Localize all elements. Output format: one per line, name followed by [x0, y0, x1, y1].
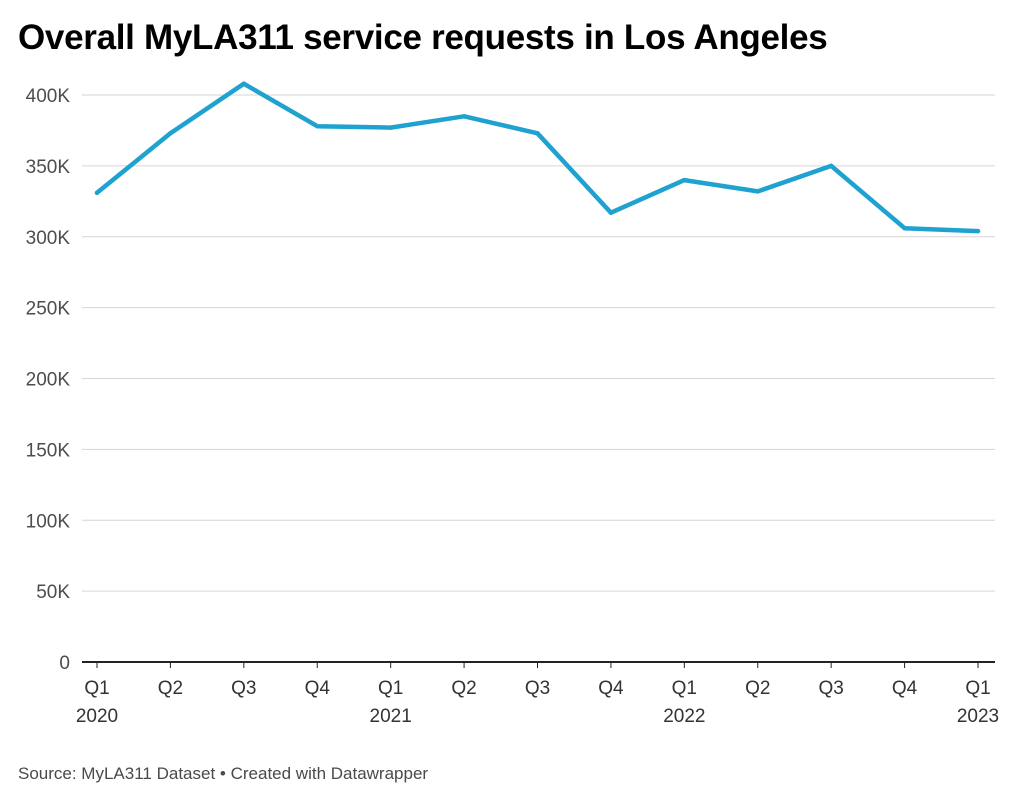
- series-line: [94, 81, 981, 234]
- x-tick-label-quarter: Q4: [892, 678, 918, 699]
- y-tick-label: 200K: [26, 370, 71, 391]
- data-point: [682, 177, 687, 183]
- data-point: [608, 210, 614, 215]
- x-tick-label-quarter: Q2: [158, 678, 183, 699]
- y-tick-label: 300K: [26, 228, 71, 249]
- data-point: [461, 114, 467, 119]
- y-tick-label: 100K: [26, 511, 71, 532]
- footer-note: Source: MyLA311 Dataset • Created with D…: [18, 764, 428, 784]
- x-tick-label-quarter: Q2: [745, 678, 770, 699]
- data-point: [755, 189, 760, 194]
- y-tick-label: 150K: [26, 440, 71, 461]
- x-tick-label-year: 2020: [76, 706, 118, 727]
- data-point: [535, 131, 540, 136]
- x-tick-label-quarter: Q1: [965, 678, 990, 699]
- source-text: Source: MyLA311 Dataset: [18, 764, 216, 783]
- x-tick-label-quarter: Q4: [305, 678, 331, 699]
- series-requests: [94, 81, 981, 234]
- x-tick-label-quarter: Q4: [598, 678, 624, 699]
- credit-text: Created with Datawrapper: [230, 764, 429, 783]
- y-tick-label: 400K: [26, 86, 71, 107]
- data-point: [315, 123, 320, 129]
- grid-lines: [82, 94, 995, 592]
- data-point: [902, 226, 907, 231]
- chart-title: Overall MyLA311 service requests in Los …: [18, 18, 828, 57]
- footer-separator: •: [215, 764, 231, 783]
- y-tick-label: 50K: [36, 582, 70, 603]
- x-tick-label-quarter: Q1: [84, 678, 109, 699]
- y-tick-label: 350K: [26, 157, 71, 178]
- x-tick-label-year: 2021: [370, 706, 412, 727]
- data-point: [828, 163, 834, 169]
- data-point: [975, 228, 981, 234]
- x-tick-label-year: 2023: [957, 706, 999, 727]
- x-tick-label-quarter: Q1: [672, 678, 697, 699]
- y-tick-label: 250K: [26, 299, 71, 320]
- data-point: [388, 125, 393, 130]
- x-tick-label-quarter: Q2: [451, 678, 476, 699]
- y-tick-label: 0: [59, 653, 70, 674]
- x-tick-label-quarter: Q3: [231, 678, 256, 699]
- x-axis: Q1 2020 Q2 Q3 Q4 Q1 2021 Q2 Q3 Q4 Q1 2022 Q2 Q3 Q4 Q1 20…: [76, 661, 999, 727]
- data-point: [168, 131, 173, 136]
- x-tick-label-quarter: Q3: [818, 678, 843, 699]
- data-point: [94, 190, 100, 196]
- data-point: [241, 81, 247, 86]
- x-tick-label-quarter: Q3: [525, 678, 550, 699]
- y-axis: 0 50K 100K 150K 200K 250K 300K 350K 400K: [26, 86, 71, 674]
- x-tick-label-quarter: Q1: [378, 678, 403, 699]
- x-tick-label-year: 2022: [663, 706, 705, 727]
